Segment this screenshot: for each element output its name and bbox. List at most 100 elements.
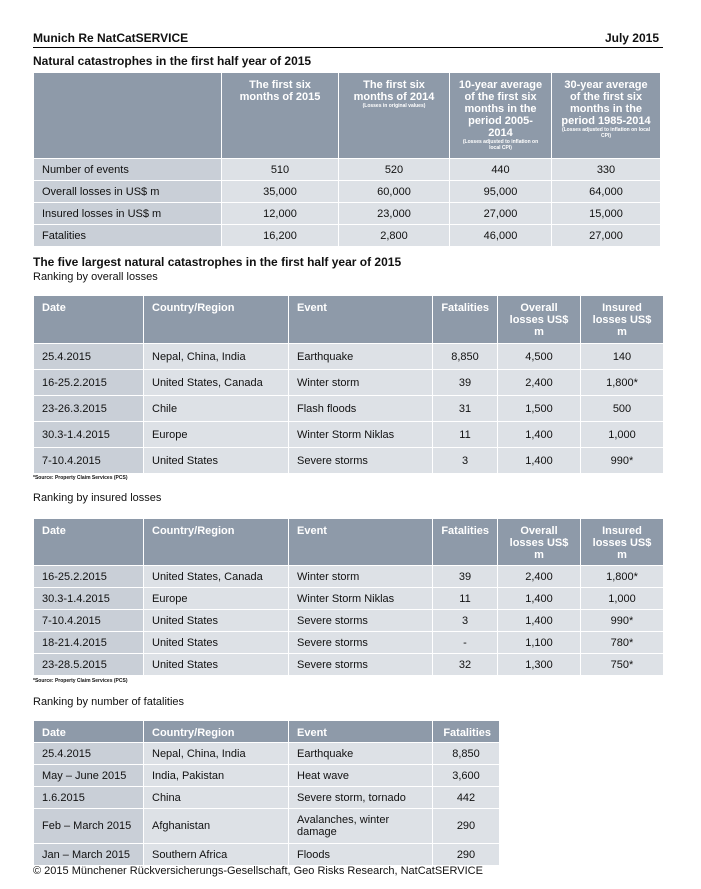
table-cell: 25.4.2015: [33, 742, 144, 765]
column-header: Overall losses US$ m: [497, 295, 581, 344]
table-cell: 30.3-1.4.2015: [33, 421, 144, 448]
table-cell: -: [432, 631, 498, 654]
column-header: Insured losses US$ m: [580, 295, 664, 344]
summary-table: The first six months of 2015 The first si…: [33, 72, 661, 247]
table-cell: 18-21.4.2015: [33, 631, 144, 654]
table-cell: 1,400: [497, 421, 581, 448]
table-cell: 440: [449, 158, 552, 181]
table-cell: 25.4.2015: [33, 343, 144, 370]
table-cell: 1,400: [497, 587, 581, 610]
table-cell: 60,000: [338, 180, 450, 203]
table-cell: 16-25.2.2015: [33, 369, 144, 396]
table-cell: India, Pakistan: [143, 764, 289, 787]
table-cell: 780*: [580, 631, 664, 654]
header-rule: [33, 47, 663, 48]
table-cell: 1,500: [497, 395, 581, 422]
table-cell: 1,800*: [580, 369, 664, 396]
table-cell: Feb – March 2015: [33, 808, 144, 844]
table-row: May – June 2015 India, Pakistan Heat wave 3…: [33, 764, 500, 787]
column-header: 30-year average of the first six months …: [551, 72, 661, 159]
column-header-label: 30-year average of the first six months …: [561, 79, 651, 127]
table-cell: United States: [143, 447, 289, 474]
header-row: The first six months of 2015 The first si…: [33, 72, 661, 159]
table-cell: 500: [580, 395, 664, 422]
table-row: Insured losses in US$ m 12,000 23,000 27,00…: [33, 202, 661, 225]
header-row: Date Country/Region Event Fatalities: [33, 720, 500, 743]
table-cell: Winter storm: [288, 369, 433, 396]
table-cell: Chile: [143, 395, 289, 422]
table-cell: 290: [432, 808, 500, 844]
table-cell: Severe storms: [288, 609, 433, 632]
table-cell: 442: [432, 786, 500, 809]
table-cell: Avalanches, winter damage: [288, 808, 433, 844]
column-header: Country/Region: [143, 295, 289, 344]
copyright-footer: © 2015 Münchener Rückversicherungs-Gesel…: [33, 865, 483, 877]
table-cell: Winter Storm Niklas: [288, 421, 433, 448]
table-cell: 990*: [580, 447, 664, 474]
table-cell: 27,000: [551, 224, 661, 247]
table-row: Number of events 510 520 440 330: [33, 158, 661, 181]
table-cell: 2,800: [338, 224, 450, 247]
table-cell: 1,000: [580, 421, 664, 448]
column-header-note: (Losses adjusted to inflation on local C…: [561, 127, 651, 139]
table-row: Fatalities 16,200 2,800 46,000 27,000: [33, 224, 661, 247]
table-cell: Nepal, China, India: [143, 742, 289, 765]
table-cell: May – June 2015: [33, 764, 144, 787]
column-header: Country/Region: [143, 720, 289, 743]
table-cell: 39: [432, 369, 498, 396]
column-header: Event: [288, 720, 433, 743]
table-cell: 990*: [580, 609, 664, 632]
table-cell: 39: [432, 565, 498, 588]
table-cell: Europe: [143, 587, 289, 610]
report-date: July 2015: [604, 31, 659, 45]
column-header-label: 10-year average of the first six months …: [458, 79, 543, 139]
table-cell: 64,000: [551, 180, 661, 203]
table-cell: 7-10.4.2015: [33, 609, 144, 632]
table-cell: Winter storm: [288, 565, 433, 588]
insured-ranking-subtitle: Ranking by insured losses: [33, 492, 162, 504]
table-cell: Severe storms: [288, 447, 433, 474]
table-row: 18-21.4.2015 United States Severe storms -1…: [33, 631, 664, 654]
table-cell: 23-26.3.2015: [33, 395, 144, 422]
fatalities-ranking-subtitle: Ranking by number of fatalities: [33, 696, 185, 708]
overall-ranking-subtitle: Ranking by overall losses: [33, 271, 158, 283]
summary-title: Natural catastrophes in the first half y…: [33, 54, 312, 68]
column-header: Overall losses US$ m: [497, 518, 581, 566]
table-row: Feb – March 2015 Afghanistan Avalanches, w…: [33, 808, 500, 844]
table-row: 7-10.4.2015 United States Severe storms 3 1,…: [33, 609, 664, 632]
table-row: Overall losses in US$ m 35,000 60,000 95,00…: [33, 180, 661, 203]
table-cell: 4,500: [497, 343, 581, 370]
table-cell: 510: [221, 158, 339, 181]
table-row: 25.4.2015 Nepal, China, India Earthquake 8,…: [33, 742, 500, 765]
table-cell: 330: [551, 158, 661, 181]
row-label: Fatalities: [33, 224, 222, 247]
table-cell: 2,400: [497, 565, 581, 588]
table-cell: 750*: [580, 653, 664, 676]
table-cell: Earthquake: [288, 343, 433, 370]
table-cell: 35,000: [221, 180, 339, 203]
table-cell: 7-10.4.2015: [33, 447, 144, 474]
table-cell: United States: [143, 653, 289, 676]
table-cell: 290: [432, 843, 500, 866]
table-cell: United States, Canada: [143, 369, 289, 396]
column-header: 10-year average of the first six months …: [449, 72, 552, 159]
table-cell: Floods: [288, 843, 433, 866]
table-row: 16-25.2.2015 United States, Canada Winter …: [33, 369, 664, 396]
table-cell: 16,200: [221, 224, 339, 247]
table-cell: Earthquake: [288, 742, 433, 765]
table-cell: 11: [432, 587, 498, 610]
table-cell: Nepal, China, India: [143, 343, 289, 370]
table-cell: 1,400: [497, 609, 581, 632]
column-header: Event: [288, 295, 433, 344]
table-cell: 1,400: [497, 447, 581, 474]
table-cell: 3: [432, 447, 498, 474]
table-cell: Severe storms: [288, 631, 433, 654]
fatalities-table: Date Country/Region Event Fatalities 25.4.20…: [33, 720, 500, 866]
column-header-note: (Losses adjusted to inflation on local C…: [462, 139, 539, 151]
table-row: 16-25.2.2015 United States, Canada Winter …: [33, 565, 664, 588]
table-cell: 1,100: [497, 631, 581, 654]
table-row: 30.3-1.4.2015 Europe Winter Storm Niklas 11…: [33, 587, 664, 610]
column-header-label: The first six months of 2015: [239, 79, 321, 103]
table-cell: Southern Africa: [143, 843, 289, 866]
column-header: The first six months of 2015: [221, 72, 339, 159]
